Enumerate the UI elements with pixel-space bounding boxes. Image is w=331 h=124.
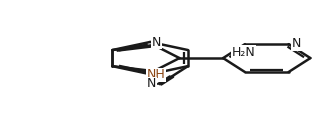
Text: NH: NH (147, 68, 166, 81)
Text: H₂N: H₂N (231, 46, 255, 59)
Text: N: N (292, 37, 302, 50)
Text: N: N (152, 35, 161, 48)
Text: N: N (147, 77, 156, 90)
